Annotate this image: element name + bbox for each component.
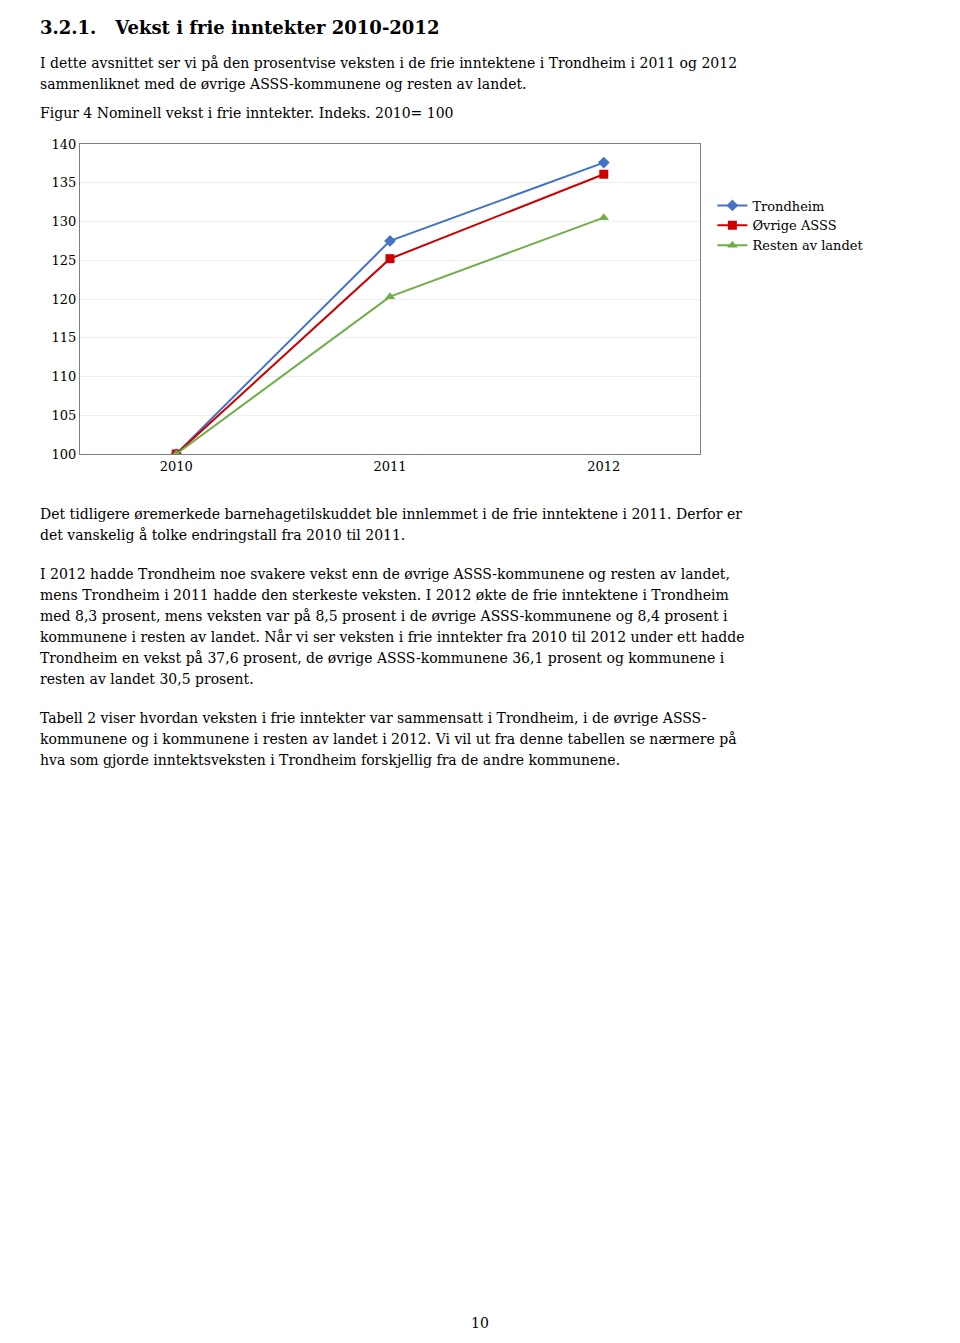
svg-text:105: 105 (52, 408, 77, 423)
svg-text:135: 135 (52, 175, 77, 190)
svg-text:130: 130 (52, 214, 77, 229)
html-text:Figur 4 Nominell vekst i frie: Figur 4 Nominell vekst i frie inntekter.… (40, 105, 454, 121)
svg-text:140: 140 (52, 137, 77, 152)
html-text:10: 10 (471, 1315, 489, 1331)
svg-text:Øvrige ASSS: Øvrige ASSS (752, 218, 836, 233)
html-text:3.2.1. Vekst i frie inntekter: 3.2.1. Vekst i frie inntekter 2010-2012 (40, 17, 440, 38)
svg-text:125: 125 (52, 253, 77, 268)
svg-text:2012: 2012 (587, 459, 620, 474)
svg-text:Resten av landet: Resten av landet (752, 238, 863, 253)
html-text:I 2012 hadde Trondheim noe sva: I 2012 hadde Trondheim noe svakere vekst… (40, 566, 745, 687)
svg-text:Trondheim: Trondheim (752, 199, 824, 214)
svg-text:115: 115 (52, 330, 77, 345)
svg-text:100: 100 (52, 447, 77, 462)
svg-text:110: 110 (52, 369, 77, 384)
html-text:I dette avsnittet ser vi på de: I dette avsnittet ser vi på den prosentv… (40, 55, 738, 92)
svg-text:2010: 2010 (160, 459, 193, 474)
html-text:Tabell 2 viser hvordan veksten: Tabell 2 viser hvordan veksten i frie in… (40, 710, 737, 768)
svg-text:2011: 2011 (373, 459, 406, 474)
html-text:Det tidligere øremerkede barne: Det tidligere øremerkede barnehagetilsku… (40, 506, 742, 543)
svg-text:120: 120 (52, 292, 77, 307)
